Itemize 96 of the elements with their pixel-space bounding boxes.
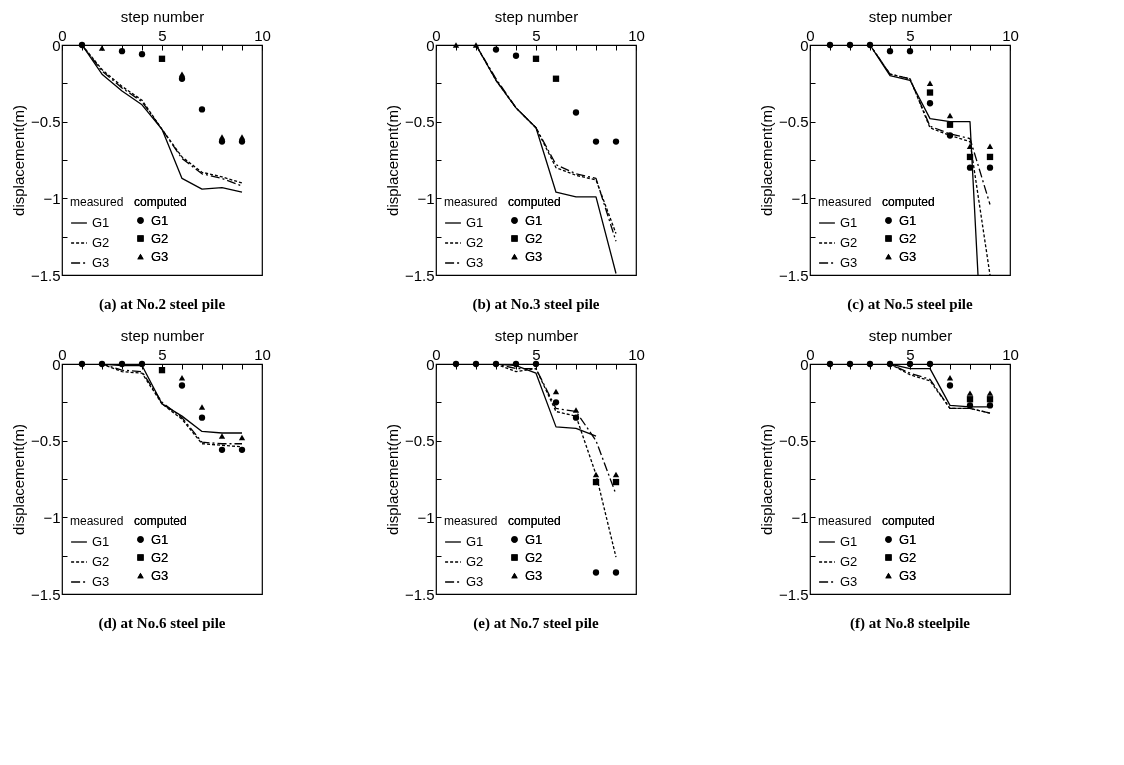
legend-label: G1 [840,534,858,549]
legend-label: G2 [92,235,110,250]
text: (a) at No.2 steel pile [98,296,226,313]
legend-label: G1 [899,531,917,547]
annotation: computed [508,195,561,209]
legend-label: G1 [525,531,543,547]
legend-label: G1 [525,212,543,228]
x-tick-label: 10 [254,345,271,363]
legend-label: G1 [151,212,169,228]
y-axis-title: displacement(m) [9,424,27,535]
legend-label: G2 [151,230,169,246]
annotation: computed [882,514,935,528]
legend-label: G3 [92,574,110,589]
y-tick-label: −0.5 [778,432,809,450]
legend-label: G1 [92,215,110,230]
text: (c) at No.5 steel pile [847,296,974,313]
y-tick-label: −1 [43,189,61,207]
y-tick-label: −1.5 [30,585,61,603]
legend-label: G3 [899,567,917,583]
y-axis-title: displacement(m) [383,424,401,535]
legend-label: G1 [92,534,110,549]
text: (e) at No.7 steel pile [473,615,600,632]
y-tick-label: −1.5 [778,266,809,284]
x-tick-label: 10 [628,345,645,363]
text: (d) at No.6 steel pile [98,615,226,632]
x-tick-label: 10 [254,26,271,44]
text: (f) at No.8 steelpile [850,615,971,632]
x-tick-label: 10 [1002,345,1019,363]
legend-label: G2 [92,554,110,569]
annotation: computed [508,514,561,528]
y-tick-label: −1 [417,189,435,207]
x-axis-title: step number [120,7,205,25]
x-axis-title: step number [868,326,953,344]
x-tick-label: 5 [532,26,541,44]
y-tick-label: −1.5 [778,585,809,603]
x-tick-label: 5 [158,26,167,44]
legend-label: G3 [525,567,543,583]
y-tick-label: −1.5 [404,585,435,603]
legend-label: G2 [899,230,917,246]
y-tick-label: −0.5 [404,113,435,131]
annotation: computed [134,514,187,528]
y-tick-label: −0.5 [778,113,809,131]
annotation: computed [882,195,935,209]
legend-label: G3 [151,567,169,583]
legend-label: G2 [151,549,169,565]
annotation: computed [134,195,187,209]
y-tick-label: −1.5 [404,266,435,284]
text: (b) at No.3 steel pile [472,296,600,313]
legend-label: G2 [525,549,543,565]
x-axis-title: step number [494,7,579,25]
x-axis-title: step number [120,326,205,344]
legend-label: G1 [466,534,484,549]
y-axis-title: displacement(m) [9,105,27,216]
x-tick-label: 5 [906,26,915,44]
legend-label: G3 [466,574,484,589]
y-tick-label: −1.5 [30,266,61,284]
legend-label: G2 [466,235,484,250]
legend-label: G1 [899,212,917,228]
y-tick-label: −1 [43,508,61,526]
y-axis-title: displacement(m) [383,105,401,216]
annotation: measured [818,514,872,528]
y-tick-label: −1 [791,508,809,526]
legend-label: G3 [151,248,169,264]
legend-label: G3 [525,248,543,264]
legend-label: G2 [840,554,858,569]
y-tick-label: −0.5 [30,113,61,131]
legend-label: G3 [92,255,110,270]
x-axis-title: step number [494,326,579,344]
legend-label: G2 [840,235,858,250]
legend-label: G2 [899,549,917,565]
annotation: measured [70,514,124,528]
x-tick-label: 5 [532,345,541,363]
y-axis-title: displacement(m) [757,105,775,216]
legend-label: G3 [840,574,858,589]
annotation: measured [444,195,498,209]
annotation: measured [444,514,498,528]
y-tick-label: −0.5 [404,432,435,450]
annotation: measured [818,195,872,209]
y-axis-title: displacement(m) [757,424,775,535]
legend-label: G1 [466,215,484,230]
legend-label: G3 [466,255,484,270]
legend-label: G2 [466,554,484,569]
legend-label: G3 [899,248,917,264]
legend-label: G1 [840,215,858,230]
x-tick-label: 10 [628,26,645,44]
y-tick-label: −0.5 [30,432,61,450]
legend-label: G2 [525,230,543,246]
annotation: measured [70,195,124,209]
y-tick-label: −1 [791,189,809,207]
legend-label: G1 [151,531,169,547]
x-tick-label: 5 [158,345,167,363]
x-tick-label: 10 [1002,26,1019,44]
legend-label: G3 [840,255,858,270]
y-tick-label: −1 [417,508,435,526]
x-axis-title: step number [868,7,953,25]
x-tick-label: 5 [906,345,915,363]
